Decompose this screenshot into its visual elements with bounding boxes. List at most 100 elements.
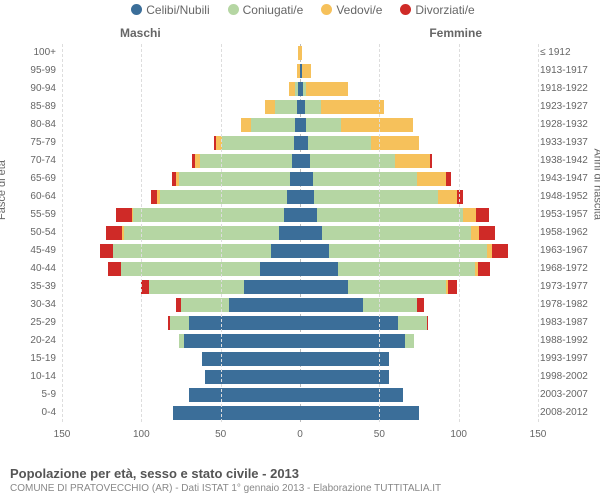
bar-row <box>62 242 300 260</box>
bar-stack-female <box>300 298 424 312</box>
legend-dot-icon <box>131 4 142 15</box>
bar-row <box>62 278 300 296</box>
birth-label: 1968-1972 <box>540 260 594 278</box>
bar-stack-female <box>300 190 463 204</box>
bar-stack-female <box>300 316 428 330</box>
bar-stack-male <box>176 298 300 312</box>
bar-row <box>62 62 300 80</box>
bar-row <box>62 170 300 188</box>
bar-segment <box>300 136 308 150</box>
bar-segment <box>279 226 300 240</box>
bar-segment <box>149 280 244 294</box>
bar-segment <box>106 226 122 240</box>
bar-stack-female <box>300 262 490 276</box>
bar-segment <box>300 334 405 348</box>
bar-segment <box>179 172 290 186</box>
bar-stack-female <box>300 118 413 132</box>
bar-segment <box>229 298 300 312</box>
population-pyramid: { "legend": [ {"label": "Celibi/Nubili",… <box>0 0 600 500</box>
bar-stack-male <box>192 154 300 168</box>
birth-label: 1988-1992 <box>540 332 594 350</box>
bar-segment <box>260 262 300 276</box>
bar-stack-female <box>300 388 403 402</box>
bar-row <box>300 170 538 188</box>
bar-segment <box>275 100 297 114</box>
legend-item: Vedovi/e <box>315 3 382 17</box>
bar-row <box>62 44 300 62</box>
age-label: 25-29 <box>6 314 56 332</box>
bar-stack-female <box>300 82 348 96</box>
x-tick-label: 100 <box>450 429 467 440</box>
age-label: 75-79 <box>6 134 56 152</box>
bar-row <box>62 98 300 116</box>
title-left: Maschi <box>120 26 161 40</box>
bar-segment <box>300 190 314 204</box>
bar-stack-female <box>300 370 389 384</box>
bar-segment <box>290 172 300 186</box>
bar-row <box>300 386 538 404</box>
bar-stack-male <box>168 316 300 330</box>
bar-stack-female <box>300 64 311 78</box>
legend-item: Coniugati/e <box>222 3 304 17</box>
bar-row <box>62 224 300 242</box>
bar-row <box>62 152 300 170</box>
bar-segment <box>189 388 300 402</box>
age-label: 70-74 <box>6 152 56 170</box>
age-label: 0-4 <box>6 404 56 422</box>
bar-segment <box>427 316 429 330</box>
title-right: Femmine <box>429 26 482 40</box>
birth-label: ≤ 1912 <box>540 44 594 62</box>
bar-segment <box>438 190 457 204</box>
birth-label: 1923-1927 <box>540 98 594 116</box>
bar-stack-male <box>108 262 300 276</box>
birth-label: 1918-1922 <box>540 80 594 98</box>
age-label: 100+ <box>6 44 56 62</box>
birth-label: 1933-1937 <box>540 134 594 152</box>
birth-label: 1998-2002 <box>540 368 594 386</box>
bar-row <box>300 260 538 278</box>
bar-stack-female <box>300 352 389 366</box>
bar-segment <box>300 316 398 330</box>
bar-segment <box>184 334 300 348</box>
bar-row <box>300 314 538 332</box>
bar-row <box>62 80 300 98</box>
bar-segment <box>341 118 412 132</box>
bar-segment <box>300 280 348 294</box>
bar-segment <box>306 118 341 132</box>
bar-segment <box>251 118 295 132</box>
bar-segment <box>405 334 415 348</box>
bar-stack-male <box>202 352 300 366</box>
bar-segment <box>338 262 474 276</box>
bar-stack-male <box>289 82 300 96</box>
age-label: 80-84 <box>6 116 56 134</box>
bar-segment <box>321 100 384 114</box>
bar-segment <box>202 352 300 366</box>
bar-row <box>62 368 300 386</box>
bar-segment <box>124 226 279 240</box>
bar-stack-male <box>106 226 300 240</box>
x-tick-label: 0 <box>297 429 303 440</box>
bar-segment <box>348 280 446 294</box>
bar-segment <box>100 244 113 258</box>
bar-stack-female <box>300 244 508 258</box>
bar-segment <box>300 388 403 402</box>
bar-row <box>62 116 300 134</box>
legend-dot-icon <box>228 4 239 15</box>
bar-row <box>300 62 538 80</box>
bar-segment <box>479 226 495 240</box>
bar-segment <box>292 154 300 168</box>
age-label: 40-44 <box>6 260 56 278</box>
bar-segment <box>244 280 300 294</box>
birth-label: 1953-1957 <box>540 206 594 224</box>
x-tick-label: 50 <box>374 429 385 440</box>
bar-segment <box>478 262 491 276</box>
birth-label: 2008-2012 <box>540 404 594 422</box>
bar-segment <box>314 190 438 204</box>
gridline <box>538 44 539 422</box>
chart-title: Popolazione per età, sesso e stato civil… <box>10 466 590 481</box>
birth-label: 1913-1917 <box>540 62 594 80</box>
x-tick-label: 150 <box>54 429 71 440</box>
bar-segment <box>265 100 275 114</box>
gridline <box>62 44 63 422</box>
bar-segment <box>300 406 419 420</box>
